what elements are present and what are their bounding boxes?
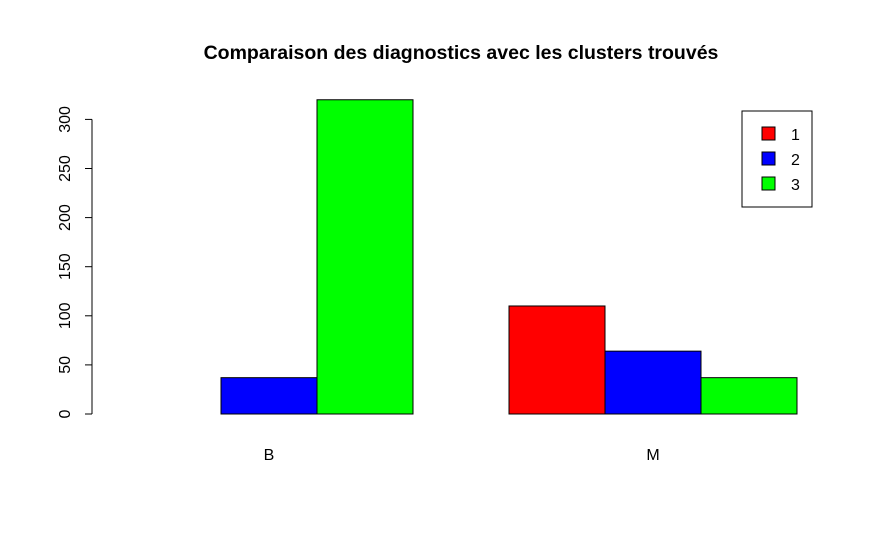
bar-M-series-3 [700, 377, 798, 415]
y-tick-label: 50 [57, 356, 74, 374]
legend-box [741, 110, 813, 208]
legend: 1 2 3 [741, 110, 813, 208]
y-tick-label: 0 [57, 409, 74, 418]
bar-M-series-2 [604, 350, 702, 415]
y-tick-label: 150 [57, 253, 74, 280]
bars [220, 99, 798, 415]
legend-swatch-3 [761, 176, 776, 191]
legend-label-3: 3 [791, 177, 800, 194]
y-axis: 0 50 100 150 200 250 300 [57, 106, 93, 418]
legend-label-2: 2 [791, 152, 800, 169]
legend-swatch-2 [761, 151, 776, 166]
legend-label-1: 1 [791, 127, 800, 144]
x-tick-label: M [646, 447, 659, 464]
bar-M-series-1 [508, 305, 606, 415]
chart-title: Comparaison des diagnostics avec les clu… [204, 42, 719, 64]
y-tick-label: 250 [57, 155, 74, 182]
y-tick-label: 200 [57, 204, 74, 231]
x-tick-label: B [264, 447, 275, 464]
bar-B-series-3 [316, 99, 414, 415]
legend-swatch-1 [761, 126, 776, 141]
y-tick-label: 300 [57, 106, 74, 133]
bar-B-series-2 [220, 377, 318, 415]
y-tick-label: 100 [57, 302, 74, 329]
